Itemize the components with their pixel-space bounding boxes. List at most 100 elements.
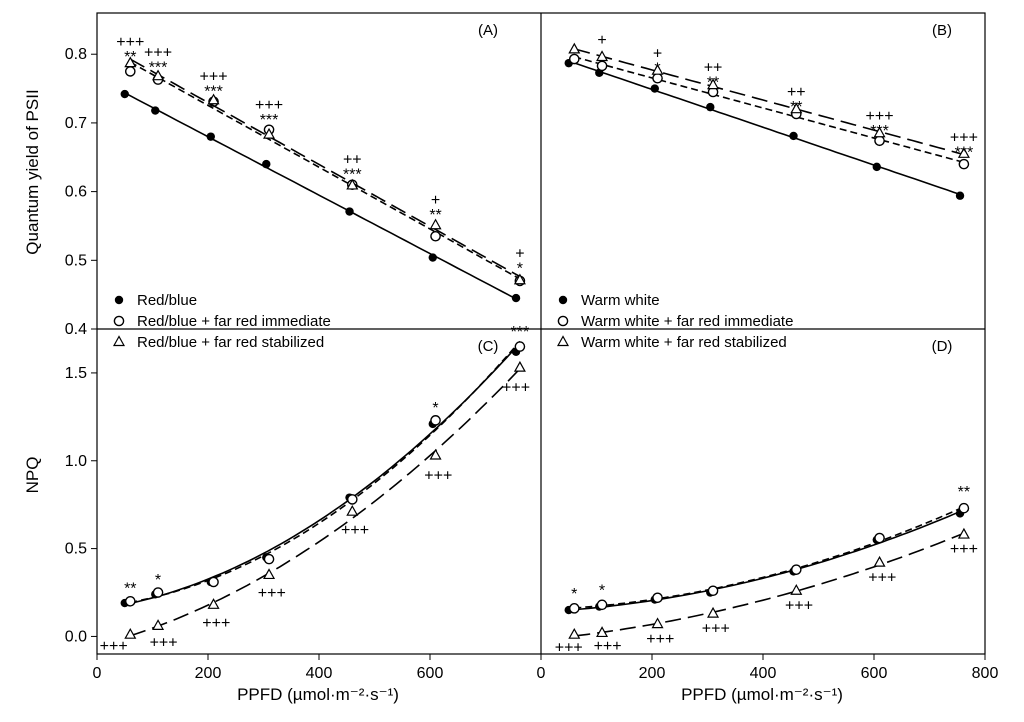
data-point	[511, 293, 521, 303]
series-red-blue-far-red-stabilized	[124, 56, 526, 285]
significance-label: +++	[341, 522, 369, 539]
significance-label: *	[155, 572, 161, 589]
data-point	[652, 592, 663, 604]
data-point	[514, 341, 526, 352]
x-tick-label: 200	[195, 665, 222, 682]
significance-label: +++	[868, 569, 896, 586]
significance-label: *	[599, 582, 605, 599]
data-point	[650, 84, 659, 93]
x-tick-label: 200	[639, 665, 666, 682]
significance-label: **	[958, 484, 970, 501]
series-red-blue-far-red-immediate	[125, 61, 526, 287]
legend: Warm white Warm white + far red immediate…	[553, 292, 853, 352]
series-red-blue	[120, 89, 521, 303]
data-point	[430, 415, 441, 426]
legend-marker	[113, 315, 125, 327]
data-point	[790, 584, 803, 595]
data-point	[873, 126, 886, 138]
significance-label: +++	[702, 620, 730, 637]
y-top-tick-label: 0.5	[65, 252, 87, 269]
significance-label: +	[597, 32, 606, 49]
legend-marker	[556, 335, 570, 347]
significance-label: *	[432, 400, 438, 417]
data-point	[651, 63, 664, 75]
x-axis-label-right: PPFD (µmol·m⁻²·s⁻¹)	[681, 685, 843, 704]
x-tick-label: 800	[972, 665, 999, 682]
significance-label: +++	[646, 631, 674, 648]
significance-label: *	[517, 261, 523, 278]
data-point	[206, 132, 215, 141]
significance-label: **	[707, 74, 719, 91]
significance-label: *	[654, 61, 660, 78]
x-axis-label-left: PPFD (µmol·m⁻²·s⁻¹)	[237, 685, 399, 704]
fit-line	[124, 346, 517, 606]
legend-marker	[114, 295, 124, 305]
legend-marker	[557, 315, 569, 327]
y-top-tick-label: 0.4	[65, 321, 87, 338]
significance-label: +++	[785, 597, 813, 614]
significance-label: +++	[950, 130, 978, 147]
data-point	[651, 617, 664, 629]
significance-label: ***	[343, 167, 362, 184]
data-point	[263, 553, 275, 565]
legend: Red/blue Red/blue + far red immediate Red/…	[109, 292, 409, 352]
panels: (A)+++** +++***+++***+++***++***+**+*Red/…	[100, 22, 978, 657]
data-point	[207, 598, 220, 609]
significance-label: +++	[866, 108, 894, 125]
series-red-blue	[120, 346, 521, 608]
y-bottom-tick-label: 0.5	[65, 541, 87, 558]
x-tick-label: 400	[306, 665, 333, 682]
significance-label: ++	[704, 59, 723, 76]
significance-label: +++	[100, 638, 128, 655]
data-point	[430, 230, 441, 242]
data-point	[957, 527, 970, 539]
y-top-tick-label: 0.6	[65, 184, 87, 201]
significance-label: ***	[955, 145, 974, 162]
data-point	[596, 626, 609, 638]
legend-marker	[112, 335, 126, 347]
data-point	[124, 627, 137, 639]
significance-label: *	[571, 586, 577, 603]
significance-label: ***	[149, 59, 168, 76]
fit-line	[129, 61, 521, 280]
series-red-blue-far-red-stabilized	[124, 360, 526, 639]
data-point	[707, 606, 720, 618]
data-point	[568, 627, 581, 639]
data-point	[873, 555, 886, 567]
data-point	[958, 502, 970, 514]
data-point	[707, 78, 720, 90]
data-point	[596, 60, 608, 72]
significance-label: +	[653, 46, 662, 63]
panel-label: (A)	[478, 22, 498, 39]
series-warm-white-far-red-immediate	[569, 502, 970, 614]
y-bottom-tick-label: 1.5	[65, 365, 87, 382]
x-tick-label: 0	[93, 665, 102, 682]
legend-label: Warm white + far red immediate	[581, 313, 793, 330]
legend-label: Red/blue + far red stabilized	[137, 334, 324, 351]
data-point	[262, 159, 271, 169]
data-point	[791, 564, 802, 575]
data-point	[957, 147, 970, 158]
data-point	[790, 102, 803, 114]
y-top-tick-label: 0.7	[65, 115, 87, 132]
x-tick-label: 600	[417, 665, 444, 682]
legend-marker	[558, 295, 568, 305]
fit-line	[568, 510, 961, 611]
legend-backdrop	[553, 332, 853, 352]
significance-label: +++	[594, 638, 622, 655]
fit-line	[568, 60, 961, 196]
significance-label: +	[515, 246, 524, 263]
significance-label: +++	[200, 68, 228, 85]
data-point	[263, 127, 276, 139]
data-point	[569, 53, 580, 65]
data-point	[874, 532, 885, 544]
legend-label: Warm white + far red stabilized	[581, 334, 787, 351]
data-point	[958, 158, 970, 170]
fit-line	[124, 92, 517, 300]
data-point	[345, 207, 354, 216]
panel-d: (D)* ***+++ +++ +++++++++++++++	[555, 338, 978, 657]
series-warm-white-far-red-stabilized	[568, 42, 970, 158]
significance-label: +++	[255, 97, 283, 114]
significance-label: **	[429, 207, 441, 224]
panel-b: (B)++* ++**++**+++*** +++***Warm whiteWarm…	[553, 22, 978, 352]
